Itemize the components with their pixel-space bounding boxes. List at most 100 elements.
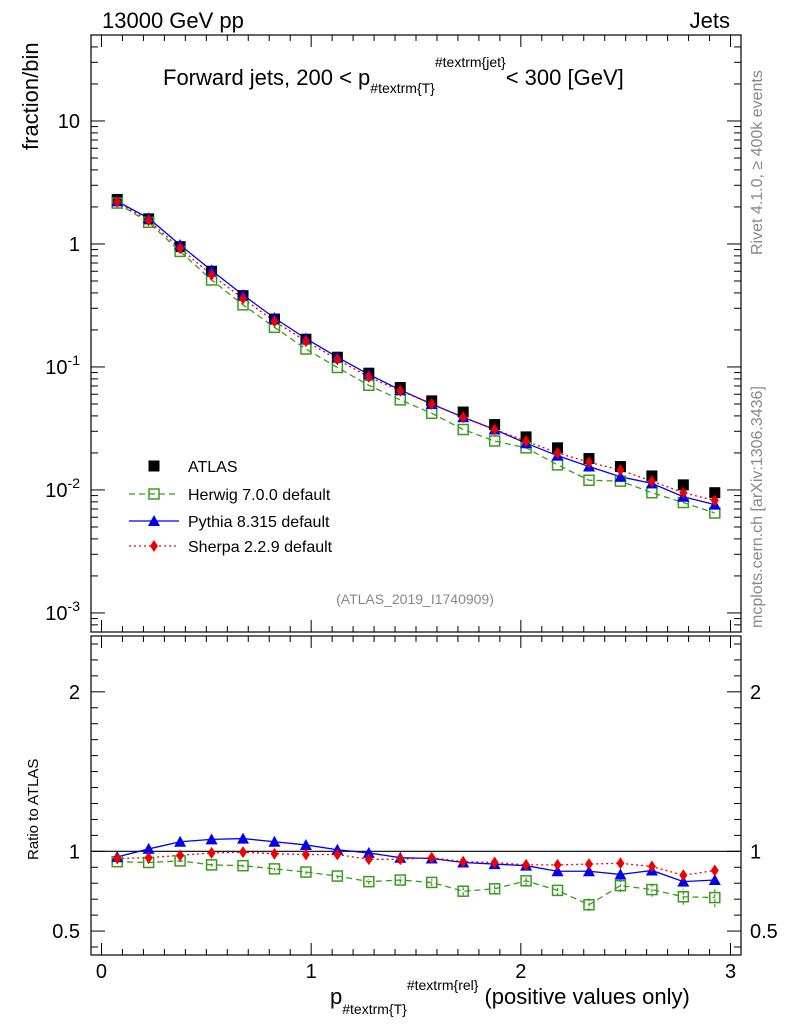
header-left: 13000 GeV pp [102,8,244,33]
legend: ATLAS Herwig 7.0.0 default Pythia 8.315 de… [129,459,333,556]
x-tick-label: 0 [96,961,107,983]
sherpa-main-line [116,201,715,502]
ratio-ylabel: Ratio to ATLAS [25,759,42,860]
legend-label-sherpa: Sherpa 2.2.9 default [188,539,333,556]
y-tick-label: 10-2 [45,475,80,502]
atlas-main-point [709,487,721,499]
herwig-main-point [457,423,469,436]
sherpa-ratio-point [522,858,531,871]
sherpa-main-point [301,335,310,348]
sherpa-main-point [710,494,719,507]
sherpa-ratio-point [459,855,468,868]
pythia-ratio-point [205,833,218,845]
sherpa-main-point [459,411,468,424]
herwig-ratio-point [457,885,469,897]
rivet-version: Rivet 4.1.0, ≥ 400k events [749,70,766,255]
herwig-main-line [116,202,715,514]
sherpa-main-point [239,292,248,305]
markers-layer [111,193,721,911]
herwig-main-point [488,435,501,447]
pythia-ratio-point [237,832,250,844]
legend-marker-sherpa [150,540,158,552]
pythia-main-point [614,470,627,482]
herwig-ratio-point [205,859,218,871]
x-tick-label: 1 [306,961,317,983]
legend-marker-pythia [148,515,160,526]
herwig-ratio-point [268,863,281,875]
sherpa-ratio-point [396,853,405,866]
xlabel-text: p [330,984,342,1009]
main-title: Forward jets, 200 < p#textrm{T}#textrm{j… [163,54,624,96]
pythia-ratio-point [174,835,187,847]
mcplots-reference: mcplots.cern.ch [arXiv:1306.3436] [749,386,766,628]
xlabel-superscript: #textrm{rel} [407,977,479,993]
sherpa-main-point [364,370,373,383]
axes-layer: 0 1 2 3 1 10 10-1 10-2 10-3 0.5 0.5 1 1 2 2 [45,34,778,983]
ratio-y-tick-label: 0.5 [52,921,80,943]
xlabel-tail: (positive values only) [484,984,689,1009]
legend-label-pythia: Pythia 8.315 default [188,514,330,531]
sherpa-main-point [176,242,185,255]
y-tick-label: 10-1 [45,352,80,379]
herwig-ratio-point [646,883,658,896]
pythia-ratio-point [708,874,721,886]
sherpa-main-point [113,195,122,208]
pythia-ratio-point [362,846,375,858]
sherpa-main-point [584,456,593,469]
ratio-y-tick-label-right: 2 [750,682,761,704]
herwig-main-point [583,474,595,486]
title-text: Forward jets, 200 < p [163,65,370,90]
title-superscript: #textrm{jet} [435,54,506,70]
sherpa-ratio-point [616,857,625,870]
analysis-id: (ATLAS_2019_I1740909) [336,591,494,607]
herwig-main-point [646,486,658,499]
ratio-y-tick-label-right: 1 [750,841,761,863]
xlabel-subscript: #textrm{T} [342,1001,407,1017]
atlas-main-point [677,479,689,491]
sherpa-ratio-point [553,858,562,871]
sherpa-ratio-point [144,851,153,864]
sherpa-main-point [144,214,153,227]
y-tick-label: 10-3 [45,598,80,625]
sherpa-main-point [679,486,688,499]
legend-label-atlas: ATLAS [188,459,238,476]
sherpa-main-point [396,384,405,397]
sherpa-main-point [553,446,562,459]
sherpa-ratio-point [427,851,436,864]
herwig-ratio-point [363,875,375,888]
sherpa-ratio-point [239,846,248,859]
pythia-ratio-point [142,842,155,854]
lines-layer [116,200,716,912]
sherpa-ratio-point [207,846,216,859]
sherpa-ratio-point [647,860,656,873]
pythia-ratio-line [117,837,715,883]
herwig-ratio-point [394,874,407,886]
sherpa-ratio-point [113,852,122,865]
sherpa-ratio-point [270,847,279,860]
y-tick-label: 1 [69,234,80,256]
legend-marker-herwig [148,488,160,500]
sherpa-main-point [270,315,279,328]
sherpa-main-point [616,464,625,477]
y-tick-label: 10 [58,111,80,133]
herwig-ratio-point [425,876,438,889]
sherpa-ratio-point [490,856,499,869]
title-subscript: #textrm{T} [370,80,435,96]
pythia-ratio-point [268,835,281,847]
header-right: Jets [690,8,730,33]
title-tail: < 300 [GeV] [506,65,624,90]
herwig-ratio-point [583,899,595,911]
herwig-ratio-point [237,859,249,872]
herwig-ratio-point [300,866,312,878]
ratio-y-tick-label: 1 [69,841,80,863]
herwig-ratio-point [677,891,690,903]
herwig-ratio-point [551,884,564,897]
herwig-ratio-point [520,875,532,887]
ratio-y-tick-label: 2 [69,682,80,704]
herwig-ratio-point [709,891,721,904]
ratio-xlabel: p#textrm{T}#textrm{rel} (positive values … [330,977,690,1017]
sherpa-ratio-point [301,848,310,861]
sherpa-main-point [333,353,342,366]
x-tick-label: 3 [725,961,736,983]
sherpa-main-point [207,268,216,281]
